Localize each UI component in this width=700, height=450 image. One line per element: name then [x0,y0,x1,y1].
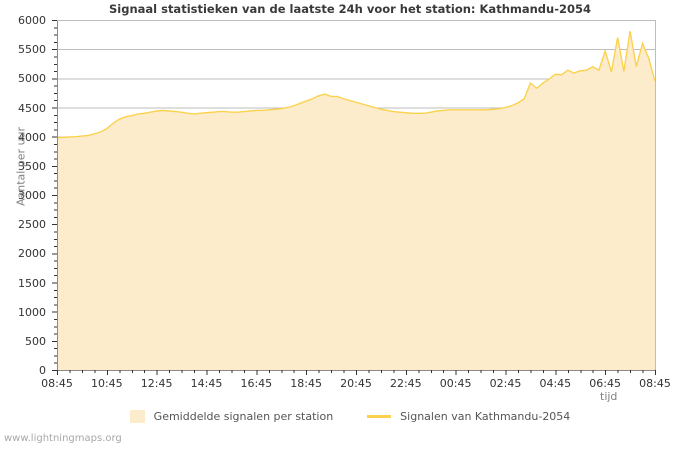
legend-item-station[interactable]: Signalen van Kathmandu-2054 [367,410,570,423]
y-axis-title: Aantal per uur [14,126,28,207]
area-series [57,31,655,371]
x-axis-title: tijd [600,390,618,403]
y-tick-label: 5000 [18,72,46,86]
y-tick-label: 4000 [18,130,46,144]
legend-label-station: Signalen van Kathmandu-2054 [400,410,571,423]
x-tick-label: 20:45 [340,377,372,390]
y-tick-label: 2500 [18,218,46,232]
line-series [56,30,656,139]
y-tick-label: 2000 [18,247,46,261]
x-tick-label: 08:45 [41,377,73,390]
legend-item-average[interactable]: Gemiddelde signalen per station [129,410,334,423]
x-tick-label: 00:45 [439,377,472,390]
x-tick-label: 16:45 [240,377,273,390]
y-tick-label: 1500 [18,276,46,290]
y-tick-label: 5500 [18,43,46,57]
y-tick-label: 0 [39,364,46,377]
y-tick-label: 1000 [18,305,46,319]
y-tick-label: 6000 [18,14,46,27]
chart-legend: Gemiddelde signalen per station Signalen… [0,410,700,423]
watermark: www.lightningmaps.org [4,433,122,444]
y-tick-label: 3500 [18,159,46,173]
axis-ticks [52,20,656,375]
x-tick-label: 22:45 [389,377,422,390]
area-swatch-icon [129,410,145,423]
x-tick-label: 08:45 [639,377,671,390]
y-tick-label: 500 [25,334,46,348]
x-tick-label: 02:45 [489,377,522,390]
x-tick-label: 14:45 [190,377,223,390]
x-tick-label: 06:45 [589,377,621,390]
x-tick-label: 10:45 [90,377,123,390]
x-tick-label: 18:45 [290,377,322,390]
x-tick-label: 04:45 [539,377,572,390]
y-tick-label: 3000 [18,189,46,202]
legend-label-average: Gemiddelde signalen per station [153,410,334,423]
line-swatch-icon [367,415,392,418]
y-tick-label: 4500 [18,101,46,115]
chart-title: Signaal statistieken van de laatste 24h … [108,2,592,16]
x-tick-label: 12:45 [140,377,173,390]
